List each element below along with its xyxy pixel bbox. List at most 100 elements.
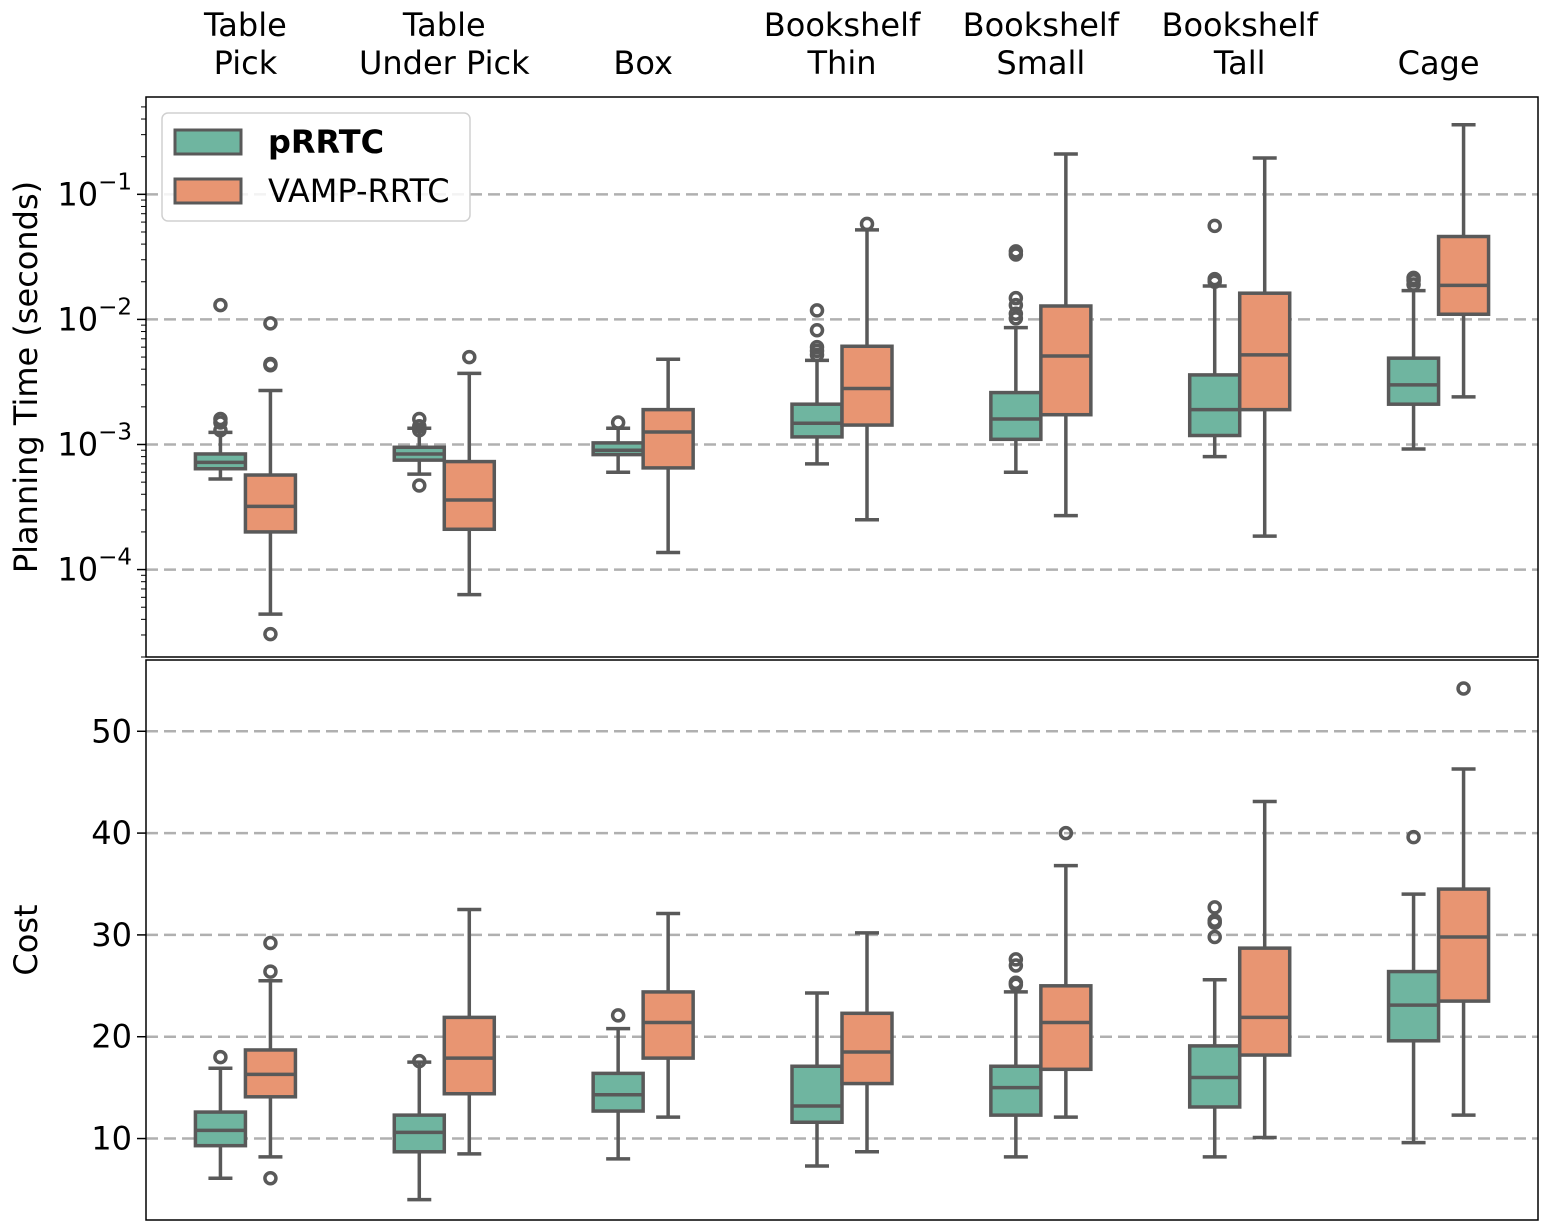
- category-label-line2: Small: [996, 44, 1085, 82]
- box-pRRTC-5: [1187, 218, 1242, 459]
- iqr-box: [1039, 984, 1093, 1072]
- outlier-point: [213, 297, 228, 313]
- category-label-line2: Pick: [214, 44, 278, 82]
- iqr-box: [1039, 304, 1093, 417]
- category-label-line1: Bookshelf: [1161, 6, 1318, 44]
- outlier-point: [412, 1053, 427, 1069]
- iqr-box: [1237, 946, 1292, 1057]
- outlier-point: [1207, 913, 1222, 928]
- outlier-point: [1207, 271, 1222, 287]
- outlier-point: [809, 339, 825, 355]
- outlier-point: [1207, 929, 1222, 945]
- box-VAMP-RRTC-5: [1237, 799, 1292, 1140]
- y-axis-label: Planning Time (seconds): [7, 181, 45, 573]
- outlier-point: [809, 322, 825, 338]
- outlier-point: [263, 356, 278, 372]
- outlier-point: [610, 1008, 626, 1023]
- outlier-point: [462, 349, 477, 365]
- iqr-box: [790, 402, 844, 439]
- iqr-box: [641, 990, 695, 1060]
- box-pRRTC-0: [193, 297, 248, 481]
- outlier-point: [1456, 681, 1471, 696]
- iqr-box: [1386, 356, 1441, 406]
- iqr-box: [989, 390, 1043, 442]
- lower-panel: 10 20 30 40 50 Cost: [7, 659, 1539, 1221]
- category-label-line2: Box: [613, 44, 672, 82]
- outlier-point: [1008, 290, 1024, 306]
- outlier-point: [263, 964, 278, 979]
- box-pRRTC-4: [989, 952, 1043, 1159]
- outlier-point: [263, 626, 278, 642]
- box-VAMP-RRTC-3: [840, 931, 894, 1154]
- box-VAMP-RRTC-2: [641, 357, 695, 555]
- box-VAMP-RRTC-0: [243, 935, 298, 1186]
- outlier-point: [1207, 900, 1222, 915]
- category-label-line1: Table: [402, 6, 486, 44]
- box-pRRTC-6: [1386, 829, 1441, 1145]
- outlier-point: [213, 411, 228, 427]
- legend-swatch: [173, 128, 243, 156]
- box-VAMP-RRTC-1: [442, 349, 497, 597]
- box-VAMP-RRTC-6: [1436, 681, 1491, 1117]
- legend-swatch: [173, 177, 243, 205]
- box-VAMP-RRTC-1: [442, 907, 497, 1156]
- box-VAMP-RRTC-4: [1039, 152, 1093, 518]
- box-pRRTC-3: [790, 303, 844, 466]
- category-label-line1: Table: [203, 6, 287, 44]
- plot-frame: [145, 659, 1539, 1221]
- iqr-box: [790, 1064, 844, 1125]
- outlier-point: [263, 1171, 278, 1186]
- box-VAMP-RRTC-3: [840, 216, 894, 522]
- outlier-point: [1008, 297, 1024, 313]
- box-pRRTC-2: [591, 415, 645, 474]
- outlier-point: [1008, 244, 1024, 259]
- box-VAMP-RRTC-2: [641, 911, 695, 1119]
- y-tick-label: 10−2: [57, 294, 132, 338]
- outlier-point: [1406, 270, 1421, 286]
- outlier-point: [263, 935, 278, 951]
- iqr-box: [840, 344, 894, 427]
- category-label-line2: Thin: [807, 44, 877, 82]
- category-label-line2: Tall: [1213, 44, 1266, 82]
- box-VAMP-RRTC-4: [1039, 825, 1093, 1119]
- category-label-line1: Bookshelf: [764, 6, 921, 44]
- outlier-point: [412, 411, 427, 427]
- outlier-point: [859, 216, 875, 232]
- iqr-box: [1187, 373, 1242, 438]
- iqr-box: [243, 473, 298, 534]
- outlier-point: [412, 418, 427, 434]
- upper-panel: 10−4 10−3 10−2 10−1 Planning Time (seconds): [7, 96, 1539, 658]
- outlier-point: [412, 478, 427, 493]
- y-tick-label: 30: [91, 916, 132, 954]
- outlier-point: [1008, 958, 1024, 973]
- legend-label: pRRTC: [268, 123, 384, 161]
- iqr-box: [989, 1064, 1043, 1117]
- y-tick-label: 40: [91, 814, 132, 852]
- outlier-point: [1406, 829, 1421, 845]
- iqr-box: [840, 1011, 894, 1086]
- box-VAMP-RRTC-5: [1237, 156, 1292, 538]
- outlier-point: [1058, 825, 1074, 841]
- plot-frame: [145, 96, 1539, 658]
- outlier-point: [1008, 306, 1024, 321]
- iqr-box: [442, 1015, 497, 1096]
- y-tick-label: 10−3: [57, 419, 132, 463]
- box-pRRTC-4: [989, 244, 1043, 474]
- y-tick-label: 50: [91, 712, 132, 750]
- outlier-point: [809, 303, 825, 318]
- y-axis-label: Cost: [7, 904, 45, 975]
- iqr-box: [641, 407, 695, 470]
- box-pRRTC-0: [193, 1049, 248, 1181]
- iqr-box: [442, 459, 497, 532]
- outlier-point: [263, 316, 278, 331]
- box-pRRTC-5: [1187, 900, 1242, 1159]
- iqr-box: [591, 1071, 645, 1113]
- legend-label: VAMP-RRTC: [268, 172, 450, 210]
- box-pRRTC-3: [790, 991, 844, 1168]
- box-VAMP-RRTC-0: [243, 316, 298, 642]
- y-tick-label: 10−1: [57, 169, 132, 213]
- box-pRRTC-1: [392, 1053, 447, 1202]
- outlier-point: [1008, 975, 1024, 991]
- box-pRRTC-2: [591, 1008, 645, 1161]
